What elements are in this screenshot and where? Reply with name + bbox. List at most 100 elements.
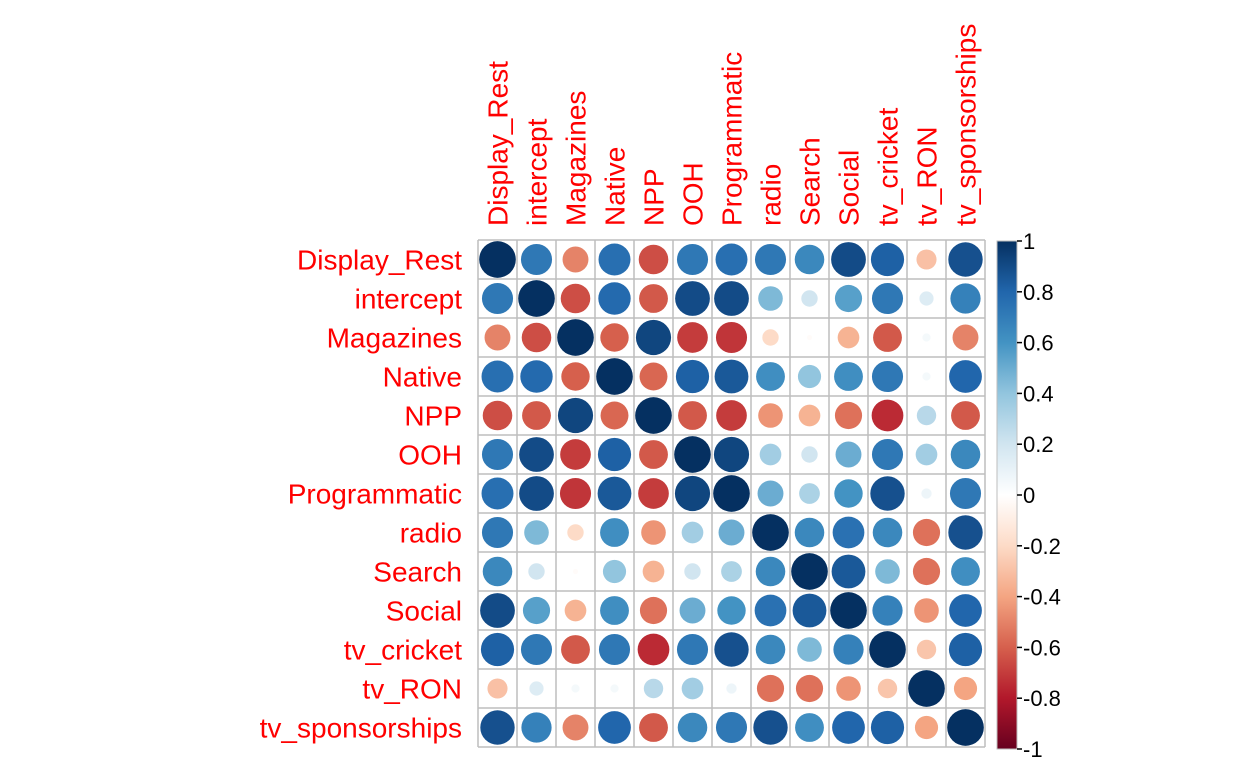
corr-circle-Social-radio	[754, 594, 787, 627]
corr-circle-Native-NPP	[639, 362, 668, 391]
corr-circle-tv_cricket-Social	[833, 634, 864, 665]
corr-circle-Native-Programmatic	[714, 359, 749, 394]
corr-circle-tv_cricket-NPP	[637, 633, 670, 666]
corr-circle-Display_Rest-Programmatic	[715, 243, 748, 276]
corr-circle-Programmatic-NPP	[638, 478, 669, 509]
corr-circle-intercept-Display_Rest	[481, 282, 514, 315]
corr-circle-NPP-Native	[600, 401, 629, 430]
corr-circle-tv_RON-Display_Rest	[487, 678, 508, 699]
corr-circle-intercept-NPP	[639, 284, 668, 313]
corr-circle-NPP-NPP	[635, 397, 672, 434]
column-label-tv_sponsorships: tv_sponsorships	[951, 24, 982, 226]
corr-circle-Magazines-NPP	[635, 319, 672, 356]
corr-circle-Social-Native	[600, 596, 629, 625]
corr-circle-intercept-Programmatic	[714, 281, 749, 316]
corr-circle-tv_cricket-Native	[598, 633, 631, 666]
corr-circle-Programmatic-Search	[799, 483, 820, 504]
corr-circle-Native-Social	[834, 362, 863, 391]
corr-circle-Magazines-Display_Rest	[484, 324, 511, 351]
corr-circle-radio-tv_RON	[912, 518, 941, 547]
corr-circle-tv_cricket-Magazines	[561, 635, 590, 664]
corr-circle-Magazines-Native	[600, 323, 629, 352]
corr-circle-tv_sponsorships-Native	[598, 711, 631, 744]
corr-circle-NPP-tv_sponsorships	[951, 401, 980, 430]
corr-circle-NPP-intercept	[522, 401, 551, 430]
row-label-NPP: NPP	[404, 401, 462, 432]
corr-circle-tv_sponsorships-Display_Rest	[480, 710, 515, 745]
column-label-Search: Search	[795, 137, 826, 226]
row-label-tv_cricket: tv_cricket	[344, 635, 462, 666]
row-label-Magazines: Magazines	[327, 323, 462, 354]
corr-circle-NPP-tv_cricket	[871, 399, 904, 432]
corr-circle-OOH-Social	[835, 441, 862, 468]
corr-circle-Native-Magazines	[561, 362, 590, 391]
corr-circle-Social-Social	[830, 592, 867, 629]
corr-circle-intercept-radio	[758, 286, 783, 311]
corr-circle-radio-intercept	[524, 520, 549, 545]
corr-circle-Magazines-Search	[806, 334, 813, 341]
row-label-Native: Native	[383, 362, 462, 393]
corr-circle-Native-OOH	[675, 359, 710, 394]
corr-circle-Search-Magazines	[572, 568, 579, 575]
corr-circle-intercept-tv_cricket	[871, 282, 904, 315]
corr-circle-tv_sponsorships-tv_RON	[914, 715, 939, 740]
corr-circle-Programmatic-tv_sponsorships	[949, 477, 982, 510]
correlation-grid	[477, 239, 986, 748]
corr-circle-Search-tv_RON	[912, 557, 941, 586]
corr-circle-Programmatic-intercept	[519, 476, 554, 511]
corr-circle-OOH-Search	[801, 446, 818, 463]
corr-circle-tv_RON-tv_sponsorships	[953, 676, 978, 701]
corr-circle-Native-tv_RON	[922, 372, 931, 381]
column-label-OOH: OOH	[678, 162, 709, 226]
corr-circle-Programmatic-Programmatic	[713, 475, 750, 512]
corr-circle-Native-tv_sponsorships	[949, 360, 982, 393]
corr-circle-NPP-Display_Rest	[482, 400, 513, 431]
corr-circle-tv_cricket-Search	[797, 637, 822, 662]
corr-circle-radio-NPP	[641, 520, 666, 545]
corr-circle-OOH-tv_cricket	[871, 438, 904, 471]
corr-circle-Magazines-tv_RON	[922, 333, 931, 342]
corr-circle-tv_RON-tv_cricket	[877, 678, 898, 699]
corr-circle-radio-Programmatic	[718, 519, 745, 546]
corr-circle-radio-Social	[832, 516, 865, 549]
corr-circle-Native-Search	[797, 364, 822, 389]
colorbar-tick-label: -0.8	[1023, 686, 1061, 711]
corr-circle-Social-intercept	[522, 596, 551, 625]
corr-circle-Social-tv_cricket	[872, 595, 903, 626]
corr-circle-Programmatic-Display_Rest	[481, 477, 514, 510]
corr-circle-tv_sponsorships-Programmatic	[715, 711, 748, 744]
corr-circle-Magazines-Social	[837, 326, 860, 349]
corr-circle-Social-Programmatic	[717, 596, 746, 625]
corr-circle-Magazines-tv_sponsorships	[952, 324, 979, 351]
column-label-tv_cricket: tv_cricket	[873, 108, 904, 226]
corr-circle-tv_sponsorships-Social	[832, 711, 865, 744]
corr-circle-tv_sponsorships-tv_cricket	[870, 710, 905, 745]
corr-circle-OOH-NPP	[639, 440, 668, 469]
corr-circle-Native-intercept	[520, 360, 553, 393]
corr-circle-NPP-OOH	[678, 401, 707, 430]
corr-circle-Search-tv_cricket	[875, 559, 900, 584]
colorbar-tick-label: 0.6	[1023, 331, 1054, 356]
corr-circle-Display_Rest-Native	[598, 243, 631, 276]
corr-circle-NPP-radio	[758, 403, 783, 428]
corr-circle-Display_Rest-tv_cricket	[870, 242, 905, 277]
column-label-Display_Rest: Display_Rest	[483, 61, 514, 226]
corr-circle-Search-Native	[602, 559, 627, 584]
colorbar-tick-label: 0.2	[1023, 432, 1054, 457]
corr-circle-Programmatic-tv_RON	[921, 488, 932, 499]
row-label-Programmatic: Programmatic	[288, 479, 462, 510]
colorbar: 1 0.8 0.6 0.4 0.2 0 -0.2 -0.4 -0.6 -0.8 -1	[996, 229, 1061, 762]
correlation-circles	[479, 241, 984, 746]
corr-circle-intercept-intercept	[518, 280, 555, 317]
corr-circle-tv_sponsorships-radio	[753, 710, 788, 745]
corr-circle-Search-radio	[755, 556, 786, 587]
corr-circle-tv_RON-Native	[610, 684, 619, 693]
corr-circle-Display_Rest-NPP	[638, 244, 669, 275]
column-label-Magazines: Magazines	[561, 91, 592, 226]
corr-circle-NPP-Magazines	[557, 397, 594, 434]
corr-circle-tv_sponsorships-intercept	[521, 712, 552, 743]
colorbar-tick-label: 0.8	[1023, 280, 1054, 305]
row-label-Display_Rest: Display_Rest	[297, 245, 462, 276]
corr-circle-intercept-tv_sponsorships	[950, 283, 981, 314]
corr-circle-Native-Native	[596, 358, 633, 395]
